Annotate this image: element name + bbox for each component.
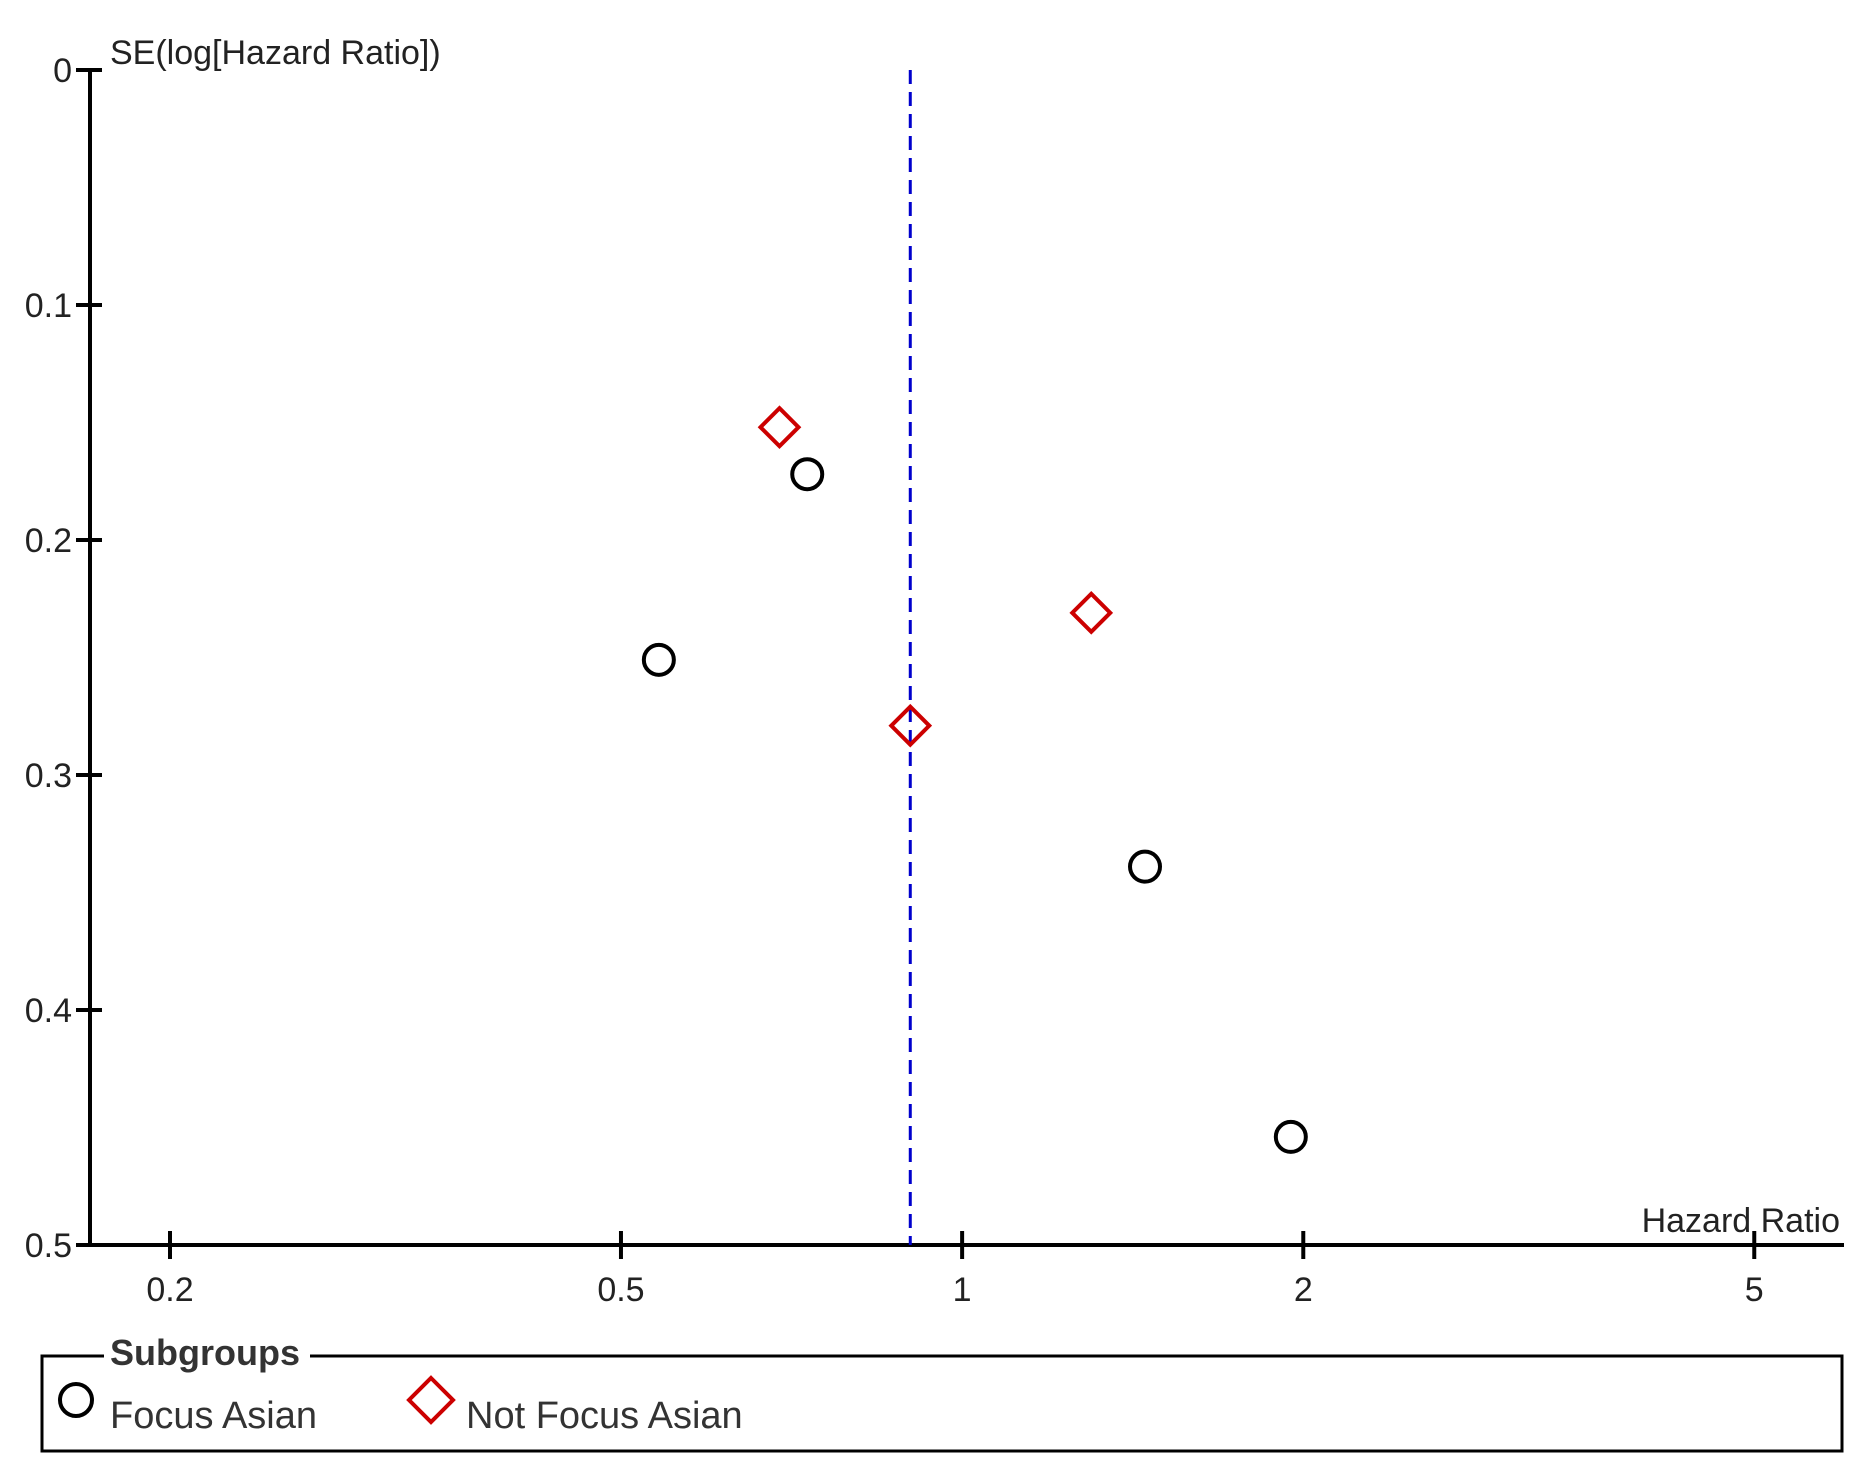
point-focus-asian xyxy=(1273,1119,1308,1154)
legend: Subgroups Focus Asian Not Focus Asian xyxy=(40,1330,1844,1453)
legend-title: Subgroups xyxy=(110,1332,300,1373)
point-not-focus-asian xyxy=(888,703,933,748)
point-focus-asian xyxy=(790,457,825,492)
legend-label-not-focus-asian: Not Focus Asian xyxy=(466,1395,743,1437)
legend-box xyxy=(40,1354,1844,1453)
point-not-focus-asian xyxy=(1069,591,1114,635)
x-tick-label: 5 xyxy=(1745,1271,1764,1309)
x-tick-label: 0.2 xyxy=(146,1271,193,1309)
y-tick-label: 0.2 xyxy=(25,522,72,560)
x-tick-label: 1 xyxy=(953,1271,972,1309)
y-tick-label: 0.1 xyxy=(25,287,72,325)
y-tick-label: 0 xyxy=(53,52,72,90)
x-ticks: 0.2 0.5 1 2 5 xyxy=(146,1231,1764,1309)
point-not-focus-asian xyxy=(757,405,802,450)
y-tick-label: 0.3 xyxy=(25,757,72,795)
y-tick-label: 0.4 xyxy=(25,992,72,1030)
legend-diamond-icon xyxy=(406,1375,456,1425)
y-axis-title: SE(log[Hazard Ratio]) xyxy=(110,34,441,72)
y-ticks: 0 0.1 0.2 0.3 0.4 0.5 xyxy=(25,52,102,1265)
legend-circle-icon xyxy=(58,1382,94,1418)
y-tick-label: 0.5 xyxy=(25,1227,72,1265)
legend-label-focus-asian: Focus Asian xyxy=(110,1395,317,1437)
x-axis-title: Hazard Ratio xyxy=(1642,1202,1840,1240)
point-focus-asian xyxy=(1128,849,1163,884)
point-focus-asian xyxy=(641,642,676,677)
legend-title-bg xyxy=(104,1330,310,1370)
x-tick-label: 0.5 xyxy=(597,1271,644,1309)
x-tick-label: 2 xyxy=(1294,1271,1313,1309)
data-points xyxy=(641,405,1308,1154)
